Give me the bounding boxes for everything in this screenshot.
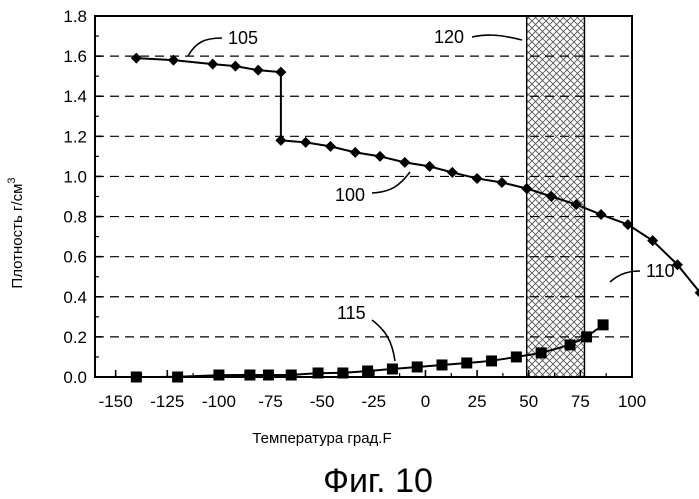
series-0-point (350, 147, 361, 158)
series-0-point (596, 209, 607, 220)
x-tick-label: -100 (202, 392, 236, 411)
leader-120 (472, 35, 522, 40)
series-0-point (496, 177, 507, 188)
x-tick-label: 75 (571, 392, 590, 411)
x-tick-label: 100 (618, 392, 646, 411)
y-tick-label: 0.8 (63, 208, 87, 227)
leader-100 (372, 172, 410, 193)
series-1-point (362, 365, 373, 376)
leader-105 (188, 38, 222, 56)
x-tick-label: 0 (421, 392, 430, 411)
series-layer (131, 53, 699, 383)
y-tick-label: 0.6 (63, 248, 87, 267)
series-0-point (275, 67, 286, 78)
x-tick-label: -125 (150, 392, 184, 411)
series-0-point (230, 61, 241, 72)
series-0-point (375, 151, 386, 162)
series-1-point (263, 369, 274, 380)
series-1-point (286, 369, 297, 380)
y-tick-label: 1.2 (63, 127, 87, 146)
x-tick-label: 25 (468, 392, 487, 411)
series-0-point (472, 173, 483, 184)
series-0-point (253, 65, 264, 76)
leader-110 (610, 271, 640, 282)
x-tick-label: 50 (519, 392, 538, 411)
y-tick-label: 1.4 (63, 87, 87, 106)
series-0-point (424, 161, 435, 172)
leader-115 (372, 320, 395, 361)
series-1-point (387, 363, 398, 374)
annotation-115: 115 (337, 303, 366, 323)
y-tick-label: 1.6 (63, 47, 87, 66)
x-tick-label: -150 (99, 392, 133, 411)
x-tick-label: -75 (258, 392, 283, 411)
series-1-point (536, 347, 547, 358)
annotation-120: 120 (434, 27, 464, 47)
series-0-point (131, 53, 142, 64)
series-1-point (581, 331, 592, 342)
y-tick-label: 1.8 (63, 7, 87, 26)
series-1-point (461, 357, 472, 368)
y-tick-label: 1.0 (63, 167, 87, 186)
series-1-point (565, 339, 576, 350)
series-0-point (399, 157, 410, 168)
y-axis-title-superscript: 3 (6, 177, 18, 183)
series-1-point (412, 361, 423, 372)
annotation-105: 105 (228, 28, 258, 48)
series-1-point (598, 319, 609, 330)
series-1-point (486, 355, 497, 366)
series-0-point (325, 141, 336, 152)
series-1-point (511, 351, 522, 362)
figure-caption: Фиг. 10 (323, 462, 433, 499)
annotations: 105 120 100 110 115 (188, 27, 675, 361)
series-0-point (207, 59, 218, 70)
y-tick-label: 0.0 (63, 368, 87, 387)
annotation-110: 110 (646, 261, 675, 281)
y-axis-title-main: Плотность г/см (9, 184, 26, 289)
series-1-point (244, 369, 255, 380)
y-tick-label: 0.2 (63, 328, 87, 347)
x-axis-title: Температура град.F (252, 430, 391, 447)
x-tick-label: -25 (362, 392, 387, 411)
y-tick-label: 0.4 (63, 288, 87, 307)
x-tick-label: -50 (310, 392, 335, 411)
series-1-point (436, 359, 447, 370)
annotation-100: 100 (335, 185, 365, 205)
y-axis-title: Плотность г/см3 (6, 177, 26, 288)
series-0-line (136, 58, 699, 345)
series-0-point (300, 137, 311, 148)
